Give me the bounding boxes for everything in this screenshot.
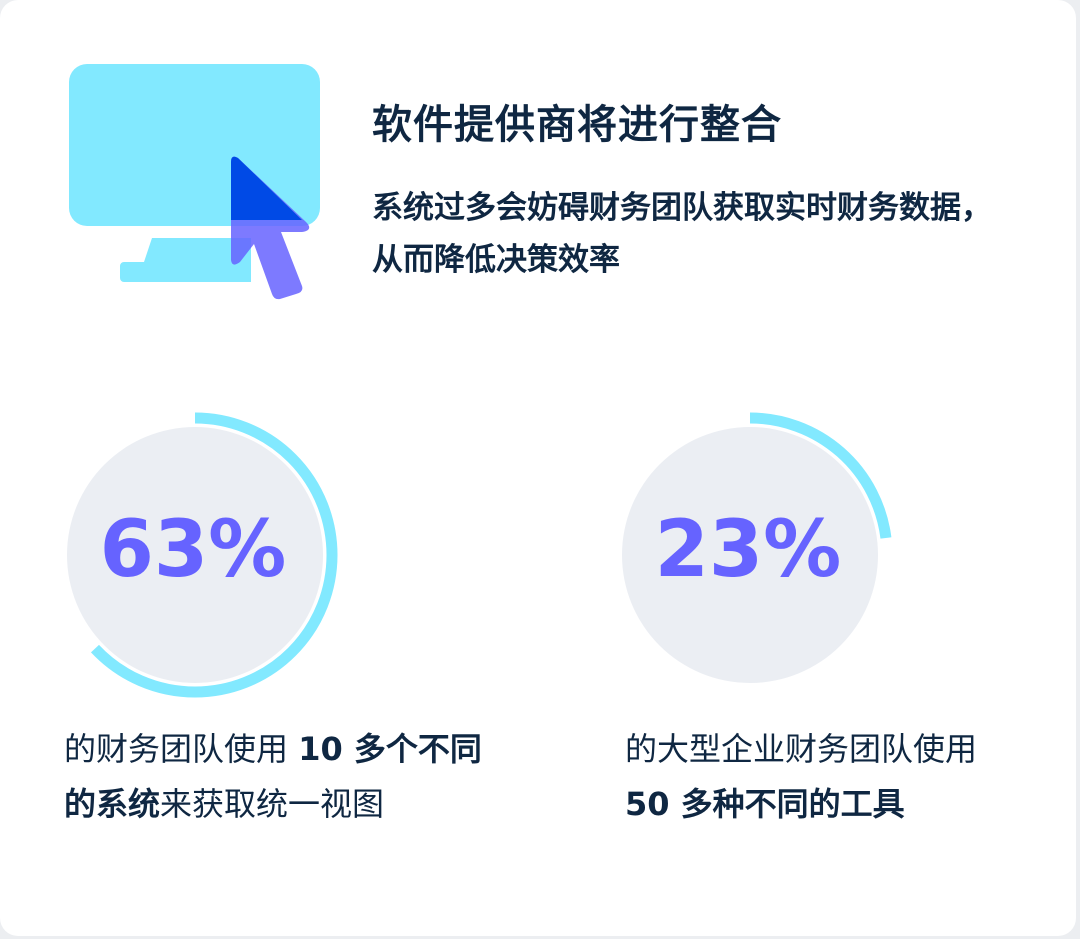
stat-63: 63% bbox=[58, 400, 358, 700]
stat-description: 的大型企业财务团队使用 50 多种不同的工具 bbox=[625, 722, 995, 832]
subtitle: 系统过多会妨碍财务团队获取实时财务数据，从而降低决策效率 bbox=[372, 190, 992, 278]
stat-23: 23% bbox=[613, 400, 913, 700]
page-title: 软件提供商将进行整合 bbox=[372, 102, 782, 148]
desc-bold: 10 多个不同的系统 bbox=[64, 730, 482, 823]
progress-arc bbox=[613, 412, 893, 698]
progress-arc bbox=[58, 412, 338, 698]
computer-cursor-icon bbox=[69, 64, 320, 300]
ring-background bbox=[67, 427, 323, 683]
percent-value: 63% bbox=[99, 505, 287, 595]
desc-text: 来获取统一视图 bbox=[160, 785, 385, 823]
stat-description: 的财务团队使用 10 多个不同的系统来获取统一视图 bbox=[64, 722, 504, 832]
ring-background bbox=[622, 427, 878, 683]
desc-text: 的大型企业财务团队使用 bbox=[625, 730, 978, 768]
progress-ring bbox=[58, 412, 338, 698]
percent-value: 23% bbox=[654, 505, 842, 595]
progress-ring bbox=[613, 412, 893, 698]
desc-bold: 50 多种不同的工具 bbox=[625, 785, 905, 823]
desc-text: 的财务团队使用 bbox=[64, 730, 299, 768]
